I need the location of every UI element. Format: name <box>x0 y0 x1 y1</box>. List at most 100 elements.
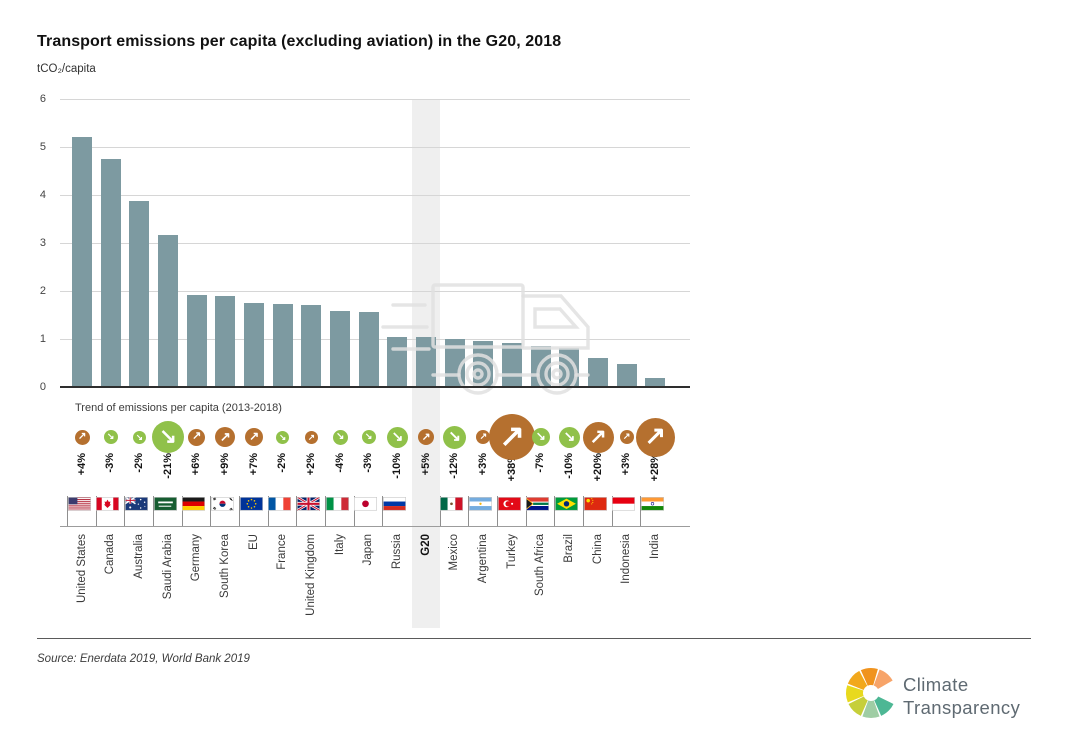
country-label: EU <box>247 534 260 550</box>
bar <box>502 343 523 387</box>
bar <box>387 337 408 387</box>
country-label: Australia <box>132 534 145 579</box>
arrow-glyph: ↗ <box>644 422 667 451</box>
country-label: South Africa <box>534 534 547 597</box>
bar <box>158 234 179 387</box>
country-label: United Kingdom <box>304 534 317 616</box>
flag-in-icon <box>640 497 664 516</box>
country-label: Russia <box>390 534 403 570</box>
trend-down-icon: ↘ <box>103 430 118 444</box>
trend-percent-label: -4% <box>333 453 346 473</box>
country-label: Brazil <box>562 534 575 563</box>
gridline <box>60 99 690 100</box>
trend-percent-label: +3% <box>620 453 633 476</box>
flag-pole <box>353 496 355 527</box>
flag-cn-icon <box>583 497 607 516</box>
arrow-glyph: ↘ <box>448 428 462 446</box>
gridline <box>60 291 690 292</box>
flag-gb-icon <box>296 495 321 516</box>
y-tick-label: 0 <box>39 380 46 393</box>
arrow-glyph: ↗ <box>249 429 260 444</box>
trend-up-icon: ↗ <box>582 421 614 453</box>
flag-us-icon <box>67 497 91 516</box>
trend-up-icon: ↗ <box>188 428 206 446</box>
trend-percent-label: +28% <box>648 453 661 482</box>
flag-baseline <box>60 526 690 527</box>
arrow-glyph: ↘ <box>563 428 576 445</box>
flag-tr-icon <box>497 497 521 516</box>
country-label: Argentina <box>476 534 489 584</box>
trend-up-icon: ↗ <box>489 414 536 460</box>
arrow-glyph: ↗ <box>219 429 231 445</box>
trend-percent-label: +5% <box>419 453 432 476</box>
flag-ru-icon <box>382 497 406 516</box>
trend-up-icon: ↗ <box>635 417 675 457</box>
flag-pole <box>525 496 527 527</box>
flag-pole <box>153 496 155 527</box>
y-axis-unit-label: tCO₂/capita <box>37 63 96 75</box>
flag-eu-icon <box>239 497 263 516</box>
trend-percent-label: -3% <box>362 453 375 473</box>
arrow-glyph: ↘ <box>106 431 115 442</box>
trend-down-icon: ↘ <box>531 428 550 446</box>
country-label: Italy <box>333 534 346 556</box>
logo-line2: Transparency <box>903 697 1021 718</box>
flag-ca-icon <box>96 497 120 516</box>
bar <box>244 303 265 387</box>
bar <box>330 311 351 387</box>
bar <box>100 159 121 387</box>
flag-za-icon <box>526 497 550 516</box>
trend-up-icon: ↗ <box>215 427 236 447</box>
country-label: Saudi Arabia <box>161 534 174 600</box>
climate-transparency-logo-icon <box>846 668 894 718</box>
trend-down-icon: ↘ <box>386 426 408 448</box>
flag-pole <box>95 496 97 527</box>
g20-label: G20 <box>419 534 432 556</box>
flag-de-icon <box>182 497 206 516</box>
country-label: South Korea <box>218 534 231 598</box>
flag-pole <box>210 496 212 527</box>
flag-br-icon <box>554 497 578 516</box>
arrow-glyph: ↘ <box>535 429 546 444</box>
bar <box>129 201 150 387</box>
flag-ar-icon <box>468 497 492 516</box>
country-label: Japan <box>362 534 375 566</box>
arrow-glyph: ↘ <box>364 431 373 442</box>
logo-line1: Climate <box>903 674 969 695</box>
country-label: China <box>591 534 604 565</box>
y-tick-label: 5 <box>39 140 46 153</box>
source-text: Source: Enerdata 2019, World Bank 2019 <box>37 653 250 665</box>
trend-percent-label: -7% <box>534 453 547 473</box>
flag-pole <box>124 496 126 527</box>
trend-percent-label: -3% <box>104 453 117 473</box>
flag-id-icon <box>612 497 636 516</box>
gridline <box>60 243 690 244</box>
trend-up-icon: ↗ <box>418 429 435 445</box>
trend-down-icon: ↘ <box>276 430 290 444</box>
bar <box>616 364 637 387</box>
trend-down-icon: ↘ <box>152 421 185 453</box>
bar <box>645 378 666 387</box>
arrow-glyph: ↘ <box>159 425 177 449</box>
arrow-glyph: ↗ <box>622 431 631 442</box>
y-tick-label: 4 <box>39 188 46 201</box>
arrow-glyph: ↗ <box>77 431 87 443</box>
country-label: Turkey <box>505 534 518 569</box>
bar <box>301 305 322 387</box>
country-label: Canada <box>104 534 117 575</box>
y-tick-label: 2 <box>39 284 46 297</box>
bar <box>272 304 293 387</box>
gridline <box>60 147 690 148</box>
y-tick-label: 6 <box>39 92 46 105</box>
y-tick-label: 3 <box>39 236 46 249</box>
flag-pole <box>640 496 642 527</box>
flag-pole <box>611 496 613 527</box>
arrow-glyph: ↗ <box>307 431 316 442</box>
trend-row-label: Trend of emissions per capita (2013-2018… <box>75 402 282 414</box>
arrow-glyph: ↘ <box>135 431 144 442</box>
chart-title: Transport emissions per capita (excludin… <box>37 33 562 50</box>
trend-up-icon: ↗ <box>304 430 318 444</box>
bar <box>473 341 494 387</box>
flag-pole <box>468 496 470 527</box>
